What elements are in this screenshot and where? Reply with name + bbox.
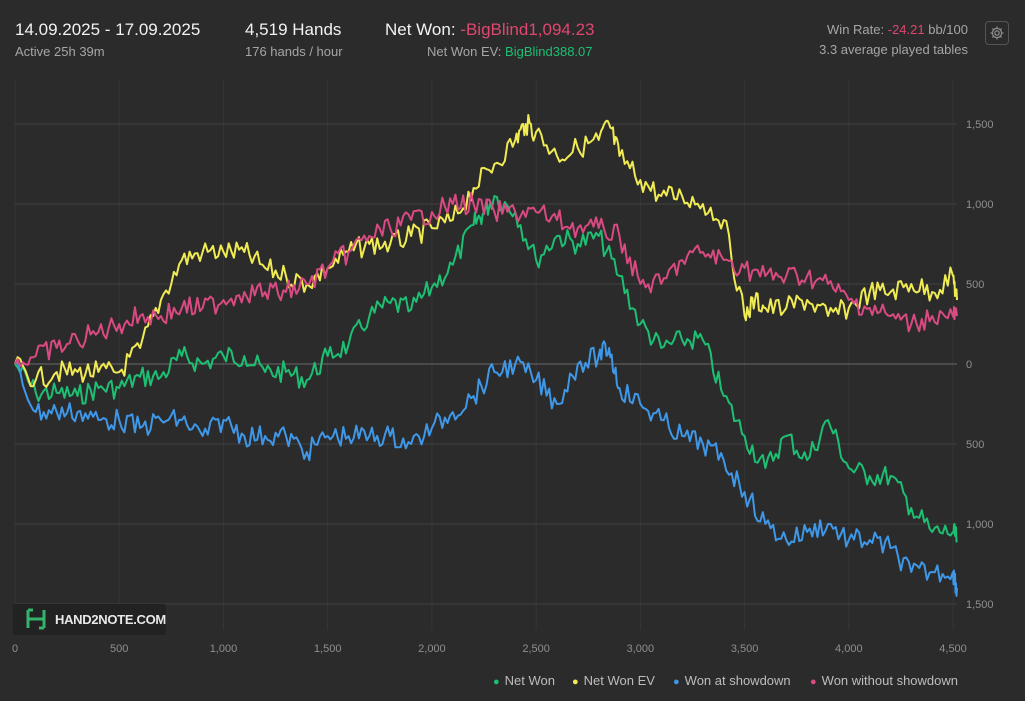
stats-header: 14.09.2025 - 17.09.2025 Active 25h 39m 4…: [0, 0, 1025, 75]
win-rate: Win Rate: -24.21 bb/100: [827, 22, 968, 37]
win-rate-label: Win Rate:: [827, 22, 885, 37]
net-won-value: -BigBlind1,094.23: [460, 20, 595, 39]
bankroll-chart: 0 500 1,000 1,500 2,000 2,500 3,000 3,500 4,000 4…: [12, 70, 994, 655]
win-rate-value: -24.21: [887, 22, 925, 37]
x-tick-label: 500: [110, 643, 128, 655]
hands-count: 4,519 Hands: [245, 20, 342, 39]
x-tick-label: 4,000: [835, 643, 863, 655]
chart-series: [14, 114, 958, 597]
net-won-ev-label: Net Won EV:: [427, 44, 502, 59]
chart-legend: ● Net Won ● Net Won EV ● Won at showdown ● W…: [0, 673, 1025, 691]
y-tick-label: 500: [966, 279, 984, 291]
x-tick-label: 2,000: [418, 643, 446, 655]
series-line-net-won-ev: [14, 114, 958, 388]
x-tick-label: 2,500: [522, 643, 550, 655]
net-won: Net Won: -BigBlind1,094.23: [385, 20, 595, 40]
x-tick-label: 4,500: [939, 643, 967, 655]
net-won-ev-value: BigBlind388.07: [505, 44, 593, 59]
legend-item-won-at-showdown[interactable]: ● Won at showdown: [673, 673, 791, 688]
plot-area: [15, 70, 962, 635]
legend-item-net-won-ev[interactable]: ● Net Won EV: [572, 673, 655, 688]
net-won-ev: Net Won EV: BigBlind388.07: [427, 44, 593, 59]
date-range: 14.09.2025 - 17.09.2025: [15, 20, 201, 39]
gear-icon: [990, 26, 1004, 40]
y-axis-ticks: 1,500 1,000 500 0 500 1,000 1,500: [966, 119, 994, 611]
legend-item-net-won[interactable]: ● Net Won: [493, 673, 555, 688]
settings-button[interactable]: [985, 21, 1009, 45]
hands-per-hour: 176 hands / hour: [245, 44, 343, 59]
y-tick-label: 0: [966, 359, 972, 371]
active-time: Active 25h 39m: [15, 44, 105, 59]
logo-text: HAND2NOTE.COM: [55, 612, 166, 627]
hand2note-logo: HAND2NOTE.COM: [13, 604, 166, 635]
x-axis-ticks: 0 500 1,000 1,500 2,000 2,500 3,000 3,500 4,000 4…: [12, 643, 967, 655]
chart-grid: [14, 70, 962, 635]
win-rate-unit: bb/100: [928, 22, 968, 37]
x-tick-label: 1,000: [210, 643, 238, 655]
x-tick-label: 3,000: [627, 643, 655, 655]
y-tick-label: 1,000: [966, 519, 994, 531]
x-tick-label: 0: [12, 643, 18, 655]
x-tick-label: 3,500: [731, 643, 759, 655]
net-won-label: Net Won:: [385, 20, 456, 39]
hand2note-logo-icon: [26, 608, 46, 630]
legend-item-won-without-showdown[interactable]: ● Won without showdown: [810, 673, 958, 688]
x-tick-label: 1,500: [314, 643, 342, 655]
y-tick-label: 1,500: [966, 599, 994, 611]
avg-tables: 3.3 average played tables: [819, 42, 968, 57]
series-line-won-at-showdown: [14, 340, 958, 597]
y-tick-label: 500: [966, 439, 984, 451]
series-line-net-won: [14, 195, 958, 543]
y-tick-label: 1,000: [966, 199, 994, 211]
series-line-won-without-showdown: [14, 192, 958, 368]
y-tick-label: 1,500: [966, 119, 994, 131]
